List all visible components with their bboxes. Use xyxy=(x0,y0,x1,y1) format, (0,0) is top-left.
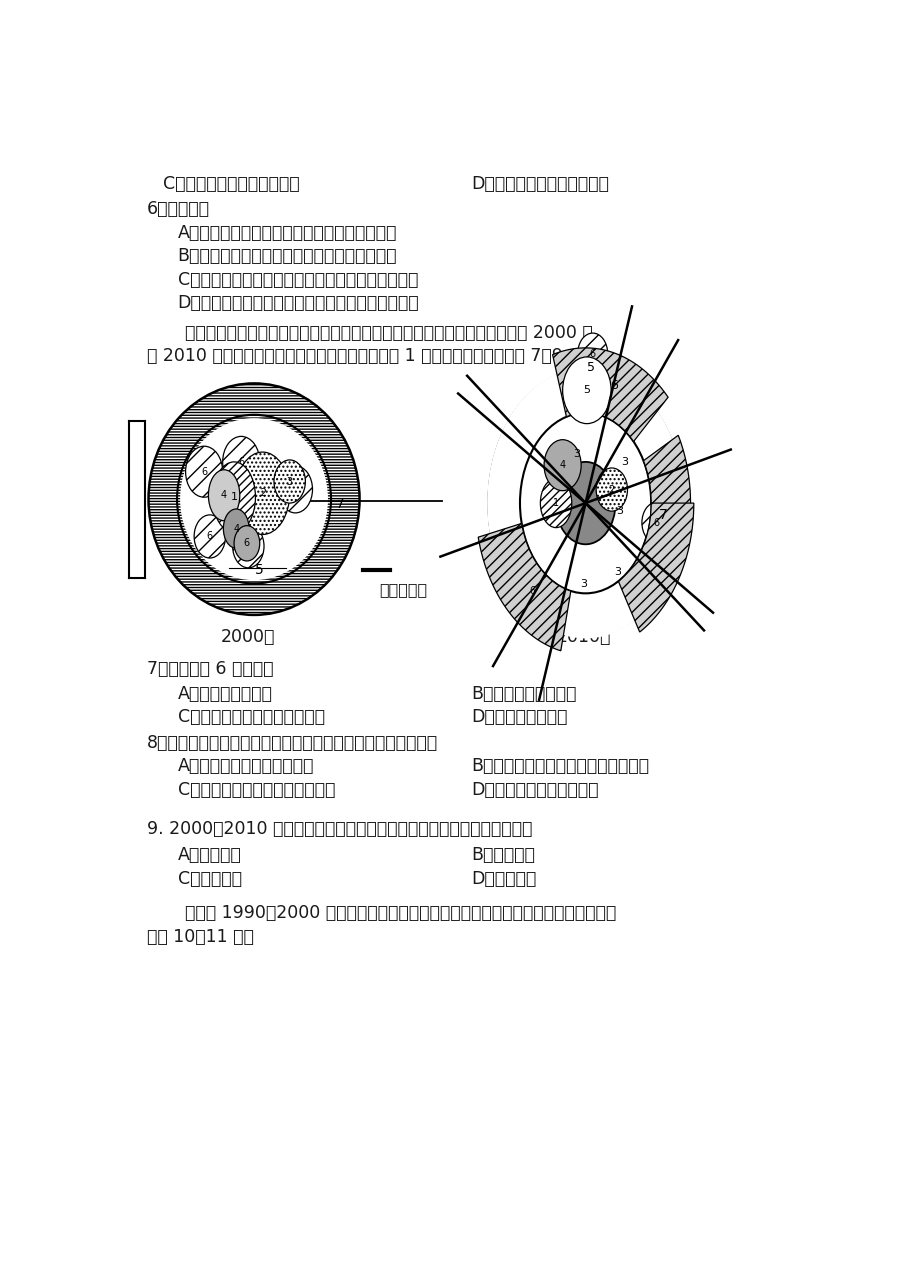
Text: C．雪天、晴天、多云、雨天: C．雪天、晴天、多云、雨天 xyxy=(164,176,300,194)
Ellipse shape xyxy=(186,446,222,497)
Ellipse shape xyxy=(209,470,240,521)
Text: 城市社会空间结构是指城市阶层结构的地理位置与空间结构的表征，下图为 2000 年: 城市社会空间结构是指城市阶层结构的地理位置与空间结构的表征，下图为 2000 年 xyxy=(164,324,593,341)
Ellipse shape xyxy=(194,515,225,558)
Circle shape xyxy=(555,462,615,544)
Text: 7: 7 xyxy=(658,508,667,522)
Text: 4: 4 xyxy=(221,490,227,501)
Circle shape xyxy=(519,413,651,594)
Text: 3: 3 xyxy=(620,457,628,466)
Text: B．晴天和雨天温室外温度下降幅度较温室内小: B．晴天和雨天温室外温度下降幅度较温室内小 xyxy=(177,247,397,265)
Polygon shape xyxy=(618,503,693,632)
Ellipse shape xyxy=(148,383,359,615)
Text: 7．图中数字 6 代表的是: 7．图中数字 6 代表的是 xyxy=(147,660,273,678)
Text: 6．研究表明: 6．研究表明 xyxy=(147,200,210,218)
Text: 3: 3 xyxy=(616,506,623,516)
Text: D．环境因素: D．环境因素 xyxy=(471,870,536,888)
Text: B．高收入阶层居住区: B．高收入阶层居住区 xyxy=(471,684,576,702)
Circle shape xyxy=(488,369,682,637)
Text: C．商业区将背向老城区方向发展: C．商业区将背向老城区方向发展 xyxy=(177,781,335,799)
Text: A．经济因素: A．经济因素 xyxy=(177,846,241,865)
Ellipse shape xyxy=(596,468,627,511)
Ellipse shape xyxy=(274,460,305,503)
Text: 3: 3 xyxy=(287,476,292,487)
Text: 2: 2 xyxy=(259,488,266,498)
Text: 6: 6 xyxy=(528,586,535,596)
Text: 5: 5 xyxy=(583,385,590,395)
Ellipse shape xyxy=(235,452,289,535)
Text: D．农业人口散居区: D．农业人口散居区 xyxy=(471,708,567,726)
Ellipse shape xyxy=(562,357,610,424)
Ellipse shape xyxy=(233,526,259,561)
Text: 2: 2 xyxy=(608,484,614,494)
Text: 6: 6 xyxy=(292,484,298,494)
Text: 6: 6 xyxy=(244,539,250,548)
Text: 6: 6 xyxy=(653,517,659,527)
Polygon shape xyxy=(478,524,570,651)
Text: A．文化休闲娱乐区: A．文化休闲娱乐区 xyxy=(177,684,272,702)
Ellipse shape xyxy=(180,418,327,580)
Text: 6: 6 xyxy=(245,541,251,552)
Text: 6: 6 xyxy=(201,466,207,476)
Text: 5: 5 xyxy=(586,361,595,373)
Ellipse shape xyxy=(223,510,249,548)
Ellipse shape xyxy=(222,437,259,488)
Text: 3: 3 xyxy=(573,448,580,459)
Ellipse shape xyxy=(212,462,255,533)
Text: 和 2010 年广州市社会空间结构抽象图，其中数字 1 代表老城区。读图完成 7～9 题。: 和 2010 年广州市社会空间结构抽象图，其中数字 1 代表老城区。读图完成 7… xyxy=(147,347,588,366)
Circle shape xyxy=(516,571,547,612)
Ellipse shape xyxy=(233,525,264,568)
Circle shape xyxy=(577,333,607,375)
Text: B．交通因素: B．交通因素 xyxy=(471,846,535,865)
Text: 4: 4 xyxy=(233,524,239,534)
Text: D．同一天气条件下，靠近地表处地温变化幅度较大: D．同一天气条件下，靠近地表处地温变化幅度较大 xyxy=(177,294,419,312)
Text: 6: 6 xyxy=(207,531,212,541)
Circle shape xyxy=(641,502,671,543)
Ellipse shape xyxy=(278,466,312,513)
Circle shape xyxy=(487,368,683,638)
Ellipse shape xyxy=(543,440,581,490)
Text: C．政策因素: C．政策因素 xyxy=(177,870,242,888)
Text: A．老城区将在短时间内消失: A．老城区将在短时间内消失 xyxy=(177,757,313,775)
Text: 完成 10～11 题。: 完成 10～11 题。 xyxy=(147,927,254,945)
Text: A．温度条件直接影响温室郁金香的质量和花期: A．温度条件直接影响温室郁金香的质量和花期 xyxy=(177,223,397,242)
Text: 9. 2000～2010 年间促使广州市城市社会空间结构发生变化的主导因素是: 9. 2000～2010 年间促使广州市城市社会空间结构发生变化的主导因素是 xyxy=(147,820,532,838)
Text: 4: 4 xyxy=(559,460,565,470)
Text: 3: 3 xyxy=(580,578,587,589)
Ellipse shape xyxy=(539,479,571,527)
Text: 6: 6 xyxy=(589,349,596,359)
Text: 2010年: 2010年 xyxy=(557,628,611,646)
Text: D．雨天、雪天、晴天、多云: D．雨天、雪天、晴天、多云 xyxy=(471,176,608,194)
Text: 7: 7 xyxy=(335,497,345,511)
Text: 1: 1 xyxy=(552,498,559,508)
Text: 2000年: 2000年 xyxy=(221,628,275,646)
Text: 5: 5 xyxy=(255,563,264,577)
Text: 6: 6 xyxy=(238,457,244,466)
Text: D．城市工业区向远郊转移: D．城市工业区向远郊转移 xyxy=(471,781,598,799)
Text: C．雪天融雪过程释放热量，导致室外温度不断下降: C．雪天融雪过程释放热量，导致室外温度不断下降 xyxy=(177,270,417,289)
Text: 8．广州城市社会空间结构的变化给城市地域结构带来的影响是: 8．广州城市社会空间结构的变化给城市地域结构带来的影响是 xyxy=(147,734,437,752)
Text: 3: 3 xyxy=(614,567,620,577)
Text: C．外来人口和本地居民混居区: C．外来人口和本地居民混居区 xyxy=(177,708,324,726)
Text: 6: 6 xyxy=(609,380,618,392)
Text: B．大量的外来人口从远郊向近郊集聚: B．大量的外来人口从远郊向近郊集聚 xyxy=(471,757,649,775)
Polygon shape xyxy=(552,348,667,442)
Text: 城市快速路: 城市快速路 xyxy=(379,582,426,598)
Polygon shape xyxy=(642,436,690,571)
Text: 1: 1 xyxy=(231,492,237,502)
Text: 下图为 1990－2000 年各服装贸易伙伴国占美国服装进口份额的变化统计图。读图，: 下图为 1990－2000 年各服装贸易伙伴国占美国服装进口份额的变化统计图。读… xyxy=(164,905,616,922)
Ellipse shape xyxy=(176,415,331,583)
